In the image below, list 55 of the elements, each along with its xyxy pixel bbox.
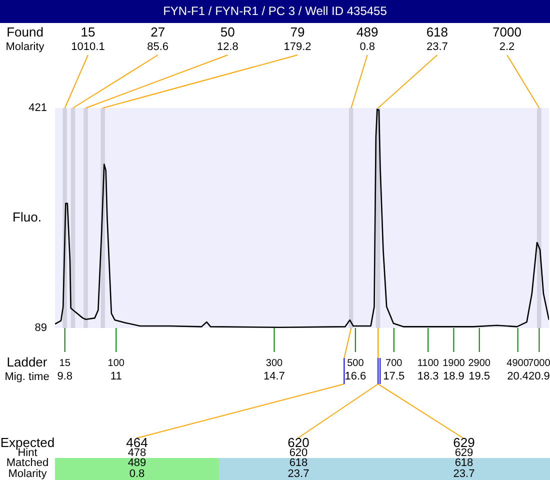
band-label: 50 — [220, 24, 235, 40]
x-tick-label: 9.8 — [57, 370, 72, 383]
text: Expected — [0, 435, 55, 450]
text: 618 — [378, 457, 550, 469]
y-tick-label: 89 — [34, 322, 47, 334]
annotation: 300 — [266, 358, 283, 369]
text: 489 — [55, 457, 219, 469]
x-tick-label: 17.5 — [383, 370, 405, 383]
text: 629 — [454, 447, 474, 459]
text: 0.8 — [55, 468, 219, 480]
annotation: 4900 — [506, 358, 530, 369]
band-label: 489 — [356, 24, 378, 40]
text: 23.7 — [219, 468, 378, 480]
band-label: 618 — [426, 24, 448, 40]
band-label: 79 — [290, 24, 305, 40]
annotation: 700 — [386, 358, 403, 369]
x-axis-title: Mig. time — [4, 371, 50, 384]
annotation: 500 — [347, 358, 364, 369]
x-tick-label: 18.9 — [442, 370, 464, 383]
x-tick-label: 19.5 — [468, 370, 490, 383]
annotation: 1900 — [442, 358, 466, 369]
x-tick-label: 20.4 — [507, 370, 529, 383]
annotation: 12.8 — [216, 41, 238, 54]
annotation: 2.2 — [499, 41, 515, 54]
annotation: 85.6 — [147, 41, 169, 54]
text: 478 — [128, 447, 146, 459]
x-tick-label: 14.7 — [264, 370, 285, 383]
text: 620 — [289, 447, 308, 459]
x-tick-label: 20.9 — [528, 370, 550, 383]
chart-title: FYN-F1 / FYN-R1 / PC 3 / Well ID 435455 — [0, 0, 550, 23]
x-tick-label: 18.3 — [417, 370, 439, 383]
annotation: 15 — [59, 358, 71, 369]
text: Molarity — [6, 41, 45, 54]
band-label: 27 — [150, 24, 166, 40]
annotation: 2900 — [468, 358, 491, 369]
text: Molarity — [7, 468, 48, 480]
y-axis-title: Fluo. — [12, 210, 42, 225]
annotation: 100 — [108, 358, 125, 369]
x-tick-label: 11 — [110, 370, 122, 383]
annotation: 179.2 — [284, 41, 312, 54]
annotation: 1010.1 — [71, 41, 105, 54]
text: Matched — [5, 457, 50, 469]
annotation: 1100 — [417, 358, 440, 369]
text: 618 — [219, 457, 378, 469]
band-label: 7000 — [492, 24, 522, 40]
text: Ladder — [6, 354, 48, 370]
y-tick-label: 421 — [28, 102, 47, 114]
band-label: 15 — [80, 24, 96, 40]
text: Hint — [18, 447, 38, 459]
annotation: 23.7 — [426, 41, 448, 54]
text: Found — [6, 24, 44, 40]
annotation: 7000 — [528, 358, 550, 369]
annotation: 0.8 — [360, 41, 375, 54]
x-tick-label: 16.6 — [344, 370, 366, 383]
text: 23.7 — [378, 468, 550, 480]
